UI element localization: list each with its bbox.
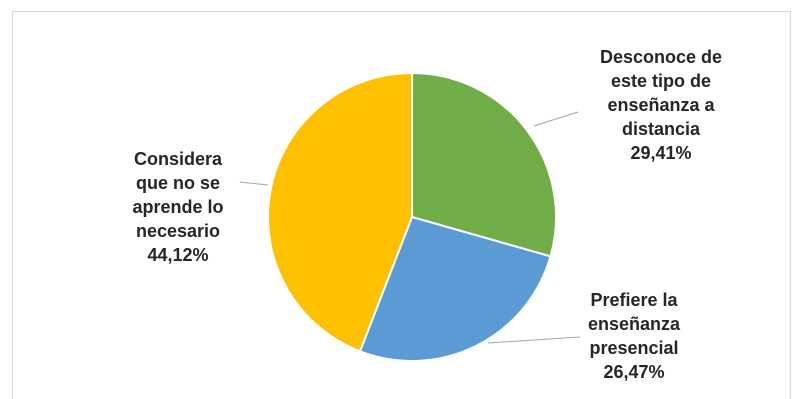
chart-area (12, 11, 791, 399)
slice-desconoce (411, 71, 557, 258)
leader-line-considera (239, 181, 269, 186)
data-label-value: 44,12% (147, 245, 208, 265)
data-label-line: que no se (136, 173, 220, 193)
label-desconoce: Desconoce de este tipo de enseñanza a dista… (600, 47, 722, 163)
data-label-line: necesario (136, 221, 220, 241)
slice-prefiere-presencial (358, 215, 552, 362)
data-label-line: Desconoce de (600, 47, 722, 67)
data-label-value: 26,47% (603, 362, 664, 382)
slice-considera (267, 71, 413, 353)
data-label-value: 29,41% (630, 143, 691, 163)
data-label-line: presencial (589, 338, 678, 358)
data-label-line: Prefiere la (590, 290, 678, 310)
data-label-line: distancia (622, 119, 701, 139)
data-label-line: enseñanza a (607, 95, 715, 115)
label-considera: Considera que no se aprende lo necesario 44,… (132, 149, 223, 265)
leader-line-desconoce (533, 111, 579, 127)
leader-line-prefiere-presencial (487, 336, 581, 344)
data-label-line: Considera (134, 149, 223, 169)
data-label-line: este tipo de (611, 71, 711, 91)
data-label-line: enseñanza (588, 314, 681, 334)
data-label-line: aprende lo (132, 197, 223, 217)
label-prefiere-presencial: Prefiere la enseñanza presencial 26,47% (588, 290, 681, 382)
